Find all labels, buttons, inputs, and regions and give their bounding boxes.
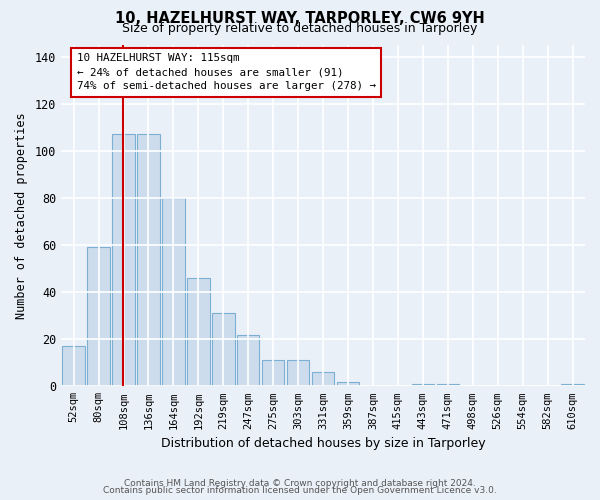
Bar	[212, 314, 235, 386]
Bar	[237, 334, 259, 386]
Text: Contains public sector information licensed under the Open Government Licence v3: Contains public sector information licen…	[103, 486, 497, 495]
Bar	[88, 248, 110, 386]
Bar	[412, 384, 434, 386]
Bar	[112, 134, 135, 386]
Text: 10, HAZELHURST WAY, TARPORLEY, CW6 9YH: 10, HAZELHURST WAY, TARPORLEY, CW6 9YH	[115, 11, 485, 26]
Bar	[437, 384, 459, 386]
Bar	[137, 134, 160, 386]
Text: 10 HAZELHURST WAY: 115sqm
← 24% of detached houses are smaller (91)
74% of semi-: 10 HAZELHURST WAY: 115sqm ← 24% of detac…	[77, 53, 376, 91]
Text: Contains HM Land Registry data © Crown copyright and database right 2024.: Contains HM Land Registry data © Crown c…	[124, 478, 476, 488]
X-axis label: Distribution of detached houses by size in Tarporley: Distribution of detached houses by size …	[161, 437, 485, 450]
Bar	[162, 198, 185, 386]
Bar	[62, 346, 85, 387]
Bar	[287, 360, 310, 386]
Bar	[562, 384, 584, 386]
Bar	[337, 382, 359, 386]
Bar	[187, 278, 209, 386]
Text: Size of property relative to detached houses in Tarporley: Size of property relative to detached ho…	[122, 22, 478, 35]
Y-axis label: Number of detached properties: Number of detached properties	[15, 112, 28, 319]
Bar	[262, 360, 284, 386]
Bar	[312, 372, 334, 386]
